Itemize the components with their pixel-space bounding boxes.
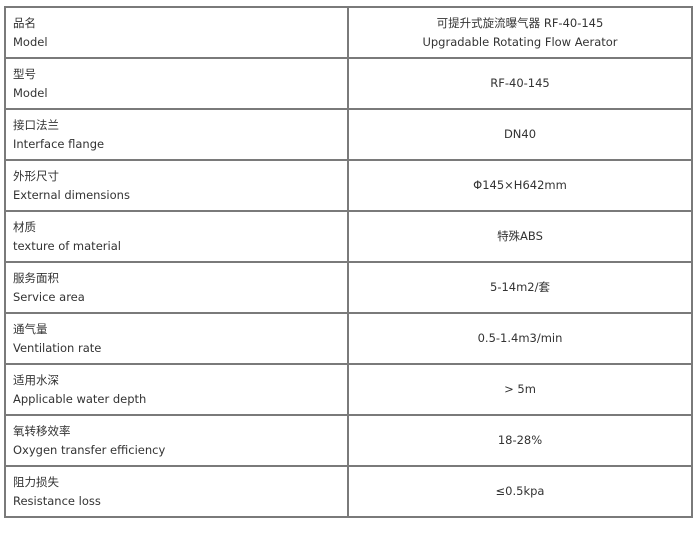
- spec-label-zh: 服务面积: [13, 270, 59, 285]
- spec-label-zh: 阻力损失: [13, 474, 59, 489]
- spec-value: > 5m: [504, 382, 536, 396]
- spec-value: RF-40-145: [490, 76, 550, 90]
- spec-value-cell: ≤0.5kpa: [347, 465, 693, 518]
- spec-label-cell: 适用水深 Applicable water depth: [4, 363, 349, 416]
- table-row: 通气量 Ventilation rate 0.5-1.4m3/min: [4, 312, 693, 365]
- spec-value: 0.5-1.4m3/min: [477, 331, 563, 345]
- spec-label-en: Interface flange: [13, 136, 105, 151]
- spec-label-cell: 阻力损失 Resistance loss: [4, 465, 349, 518]
- spec-value: 可提升式旋流曝气器 RF-40-145: [436, 15, 604, 30]
- spec-value: ≤0.5kpa: [495, 484, 545, 498]
- spec-label-zh: 通气量: [13, 321, 48, 336]
- spec-label-en: Service area: [13, 289, 85, 304]
- spec-value-cell: 0.5-1.4m3/min: [347, 312, 693, 365]
- table-row: 外形尺寸 External dimensions Φ145×H642mm: [4, 159, 693, 212]
- spec-label-en: Ventilation rate: [13, 340, 102, 355]
- table-row: 材质 texture of material 特殊ABS: [4, 210, 693, 263]
- spec-label-zh: 型号: [13, 66, 36, 81]
- spec-label-zh: 氧转移效率: [13, 423, 71, 438]
- spec-label-zh: 外形尺寸: [13, 168, 59, 183]
- spec-label-en: Model: [13, 85, 48, 100]
- spec-label-en: Oxygen transfer efficiency: [13, 442, 166, 457]
- table-row: 阻力损失 Resistance loss ≤0.5kpa: [4, 465, 693, 518]
- spec-value: 18-28%: [497, 433, 543, 447]
- spec-value-cell: Φ145×H642mm: [347, 159, 693, 212]
- spec-label-zh: 接口法兰: [13, 117, 59, 132]
- spec-value-cell: 特殊ABS: [347, 210, 693, 263]
- spec-value: 5-14m2/套: [490, 280, 550, 294]
- spec-label-en: External dimensions: [13, 187, 130, 202]
- spec-label-en: Model: [13, 34, 48, 49]
- spec-label-zh: 品名: [13, 15, 36, 30]
- spec-value-cell: 18-28%: [347, 414, 693, 467]
- spec-value: DN40: [503, 127, 537, 141]
- table-row: 接口法兰 Interface flange DN40: [4, 108, 693, 161]
- table-row: 型号 Model RF-40-145: [4, 57, 693, 110]
- spec-value-cell: DN40: [347, 108, 693, 161]
- spec-label-cell: 通气量 Ventilation rate: [4, 312, 349, 365]
- spec-label-zh: 材质: [13, 219, 36, 234]
- spec-label-zh: 适用水深: [13, 372, 59, 387]
- spec-label-en: Resistance loss: [13, 493, 101, 508]
- spec-label-cell: 品名 Model: [4, 6, 349, 59]
- spec-label-cell: 材质 texture of material: [4, 210, 349, 263]
- spec-label-cell: 型号 Model: [4, 57, 349, 110]
- spec-value: 特殊ABS: [497, 229, 543, 243]
- spec-label-cell: 外形尺寸 External dimensions: [4, 159, 349, 212]
- spec-value-cell: > 5m: [347, 363, 693, 416]
- table-row: 适用水深 Applicable water depth > 5m: [4, 363, 693, 416]
- spec-label-en: texture of material: [13, 238, 121, 253]
- spec-value-cell: 5-14m2/套: [347, 261, 693, 314]
- spec-label-cell: 氧转移效率 Oxygen transfer efficiency: [4, 414, 349, 467]
- spec-label-en: Applicable water depth: [13, 391, 147, 406]
- spec-value-cell: RF-40-145: [347, 57, 693, 110]
- spec-label-cell: 服务面积 Service area: [4, 261, 349, 314]
- table-row: 服务面积 Service area 5-14m2/套: [4, 261, 693, 314]
- spec-table: 品名 Model 可提升式旋流曝气器 RF-40-145 Upgradable R…: [4, 6, 693, 518]
- spec-value: Φ145×H642mm: [473, 178, 567, 192]
- spec-label-cell: 接口法兰 Interface flange: [4, 108, 349, 161]
- table-row: 品名 Model 可提升式旋流曝气器 RF-40-145 Upgradable R…: [4, 6, 693, 59]
- table-row: 氧转移效率 Oxygen transfer efficiency 18-28%: [4, 414, 693, 467]
- spec-value-cell: 可提升式旋流曝气器 RF-40-145 Upgradable Rotating F…: [347, 6, 693, 59]
- spec-value-en: Upgradable Rotating Flow Aerator: [422, 34, 618, 49]
